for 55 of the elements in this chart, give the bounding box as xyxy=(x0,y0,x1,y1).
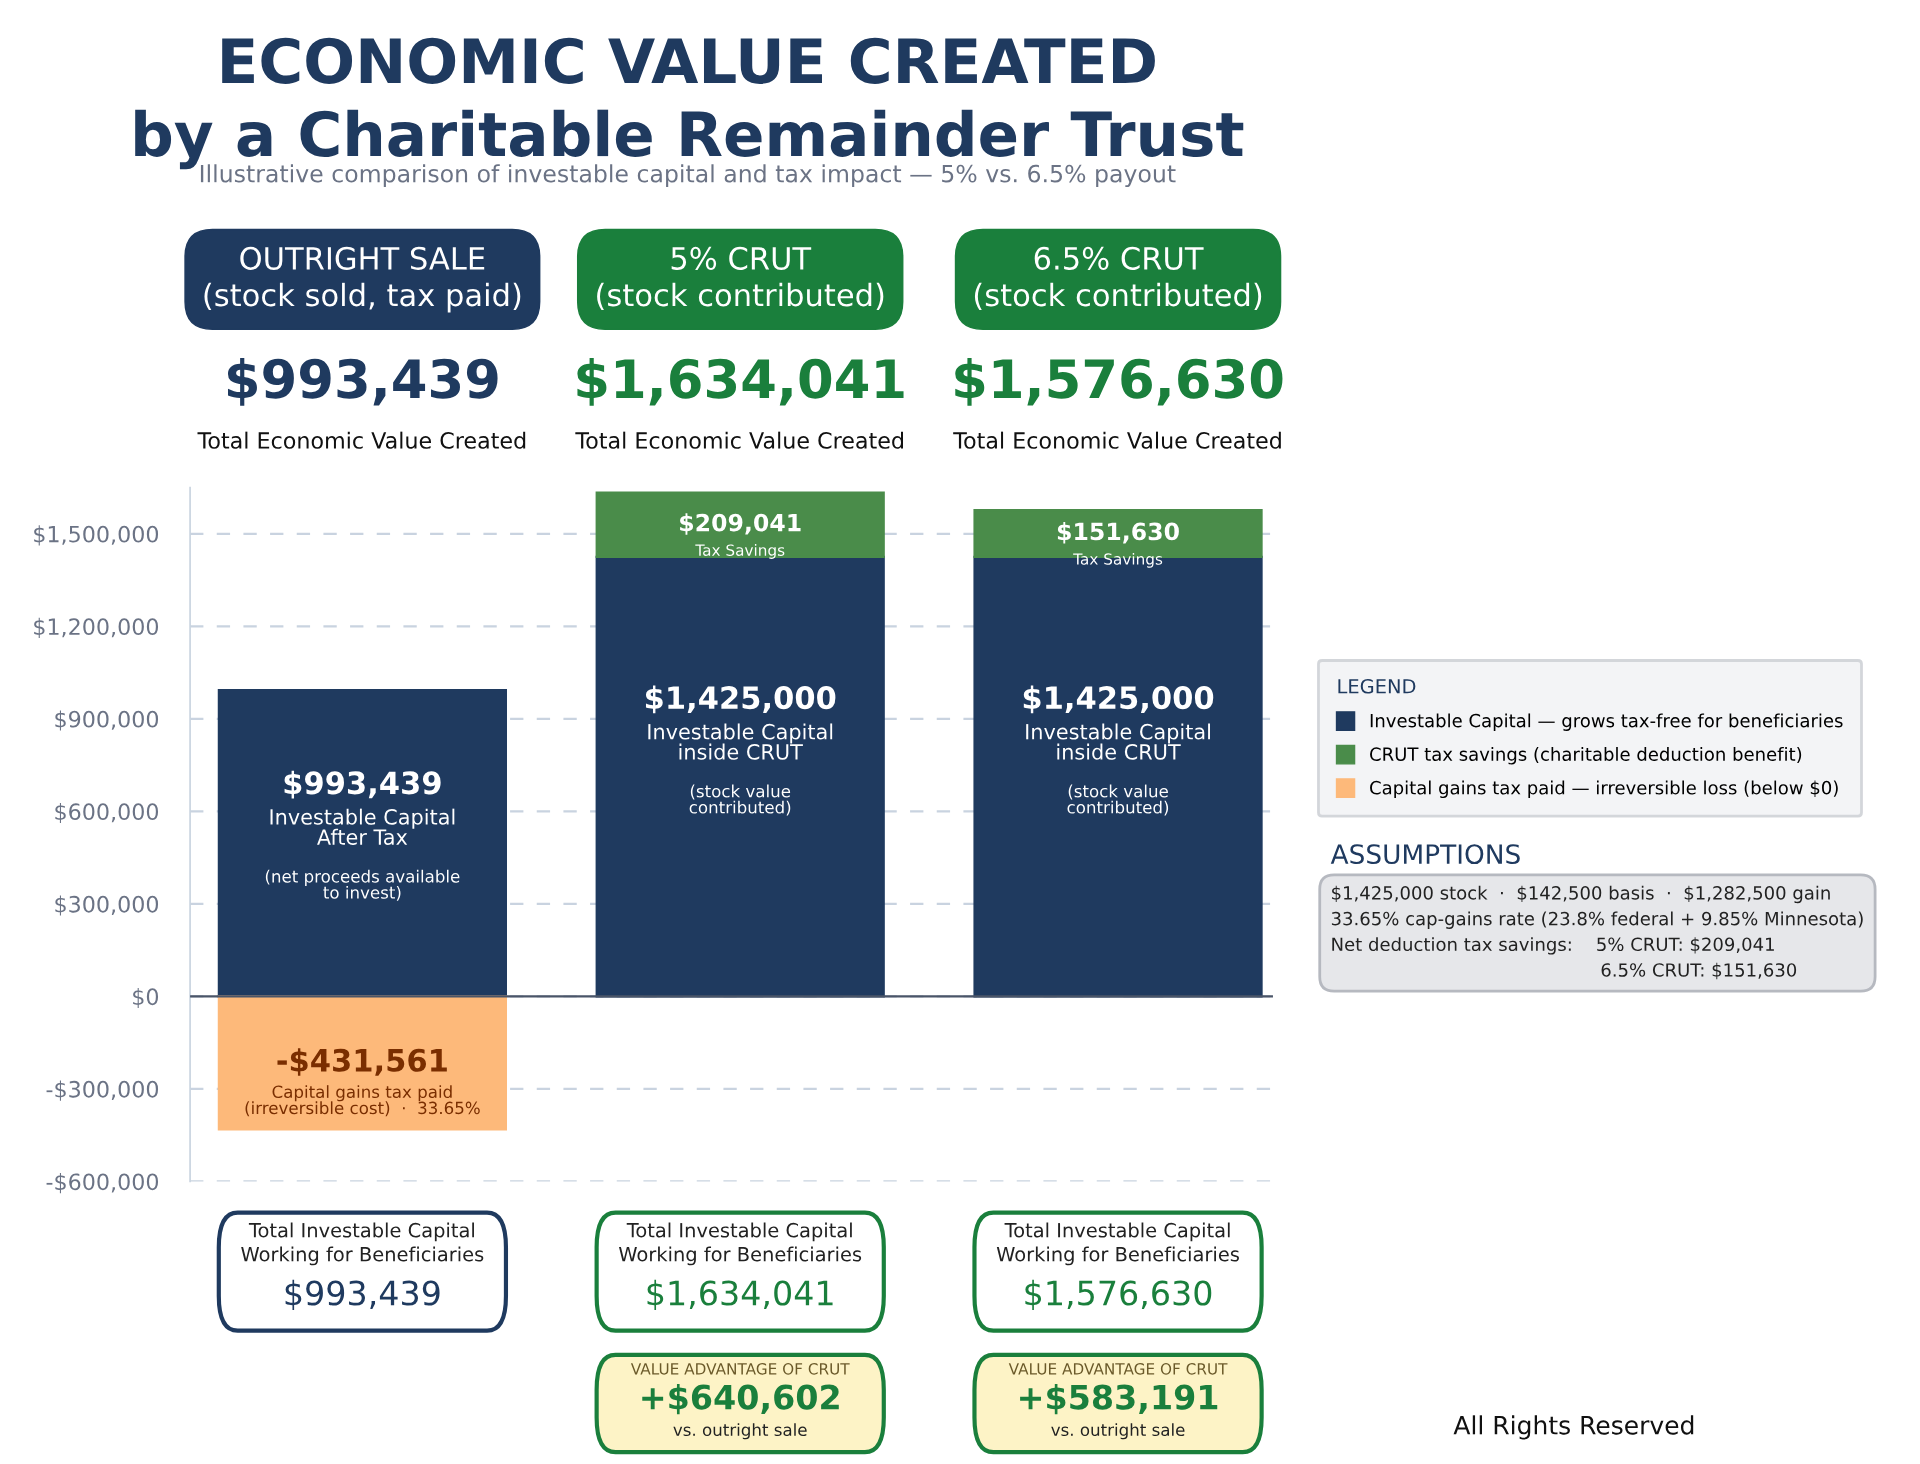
text: $1,576,630 xyxy=(955,357,1283,406)
text: Total Investable Capital Working for Beneficiaries xyxy=(996,1222,1239,1266)
text: Total Investable Capital Working for Beneficiaries xyxy=(241,1222,484,1266)
legend-label: Capital gains tax paid — irreversible loss (below $0) xyxy=(1370,780,1838,799)
text: (stock value contributed) xyxy=(1067,784,1169,816)
y-tick-label: $600,000 xyxy=(55,802,159,824)
text: +$640,602 xyxy=(642,1383,839,1415)
x-tick-label: 6.5% CRUT (stock contributed) xyxy=(974,246,1262,311)
annotation: (net proceeds available to invest) xyxy=(265,869,460,901)
text: Investable Capital inside CRUT xyxy=(1026,723,1210,760)
data-label: $209,041 xyxy=(680,513,801,535)
text: $1,425,000 stock · $142,500 basis · $1,282,500 gain 33.65% cap-gains rate (23.8% federal + 9.85% Minnesota) Net deduction tax savings: 5% CRUT: $209,041 6.5% CRUT: $151,630 xyxy=(1331,885,1863,980)
text: $1,576,630 xyxy=(1025,1279,1212,1311)
text: Total Investable Capital Working for Beneficiaries xyxy=(618,1222,862,1266)
annotation: Investable Capital After Tax xyxy=(270,808,455,845)
x-tick-label: 5% CRUT (stock contributed) xyxy=(597,246,884,311)
data-label: $1,425,000 xyxy=(645,685,836,714)
data-label: $993,439 xyxy=(284,770,441,799)
text: +$583,191 xyxy=(1020,1383,1218,1415)
text: All Rights Reserved xyxy=(1453,1415,1694,1440)
text: $993,439 xyxy=(227,357,498,406)
text: $1,634,041 xyxy=(647,1279,833,1311)
bar xyxy=(973,555,1263,998)
bar xyxy=(217,688,507,998)
bar xyxy=(217,995,507,1131)
annotation: Tax Savings xyxy=(695,544,785,559)
data-label: $151,630 xyxy=(1057,522,1179,544)
text: VALUE ADVANTAGE OF CRUT xyxy=(1008,1363,1228,1375)
y-tick-label: $300,000 xyxy=(55,895,159,916)
text: Total Economic Value Created xyxy=(953,431,1281,449)
text: vs. outright sale xyxy=(673,1423,807,1440)
text: Total Economic Value Created xyxy=(197,431,526,449)
text: $993,439 xyxy=(285,1279,440,1311)
y-tick-label: $1,200,000 xyxy=(34,617,159,639)
y-tick-label: $0 xyxy=(133,987,159,1009)
y-tick-label: $1,500,000 xyxy=(34,525,159,546)
text: VALUE ADVANTAGE OF CRUT xyxy=(630,1363,850,1375)
text: vs. outright sale xyxy=(1051,1423,1185,1440)
data-label: $1,425,000 xyxy=(1023,685,1214,714)
bar xyxy=(595,491,885,558)
text: Tax Savings xyxy=(1073,552,1163,568)
y-tick-label: -$300,000 xyxy=(46,1080,159,1101)
legend-label: CRUT tax savings (charitable deduction benefit) xyxy=(1370,747,1802,765)
legend-title: LEGEND xyxy=(1338,678,1416,694)
text: $1,634,041 xyxy=(577,357,904,406)
text: ASSUMPTIONS xyxy=(1330,844,1520,865)
annotation: Capital gains tax paid (irreversible cost) · 33.65% xyxy=(245,1085,480,1117)
y-tick-label: $900,000 xyxy=(55,710,159,731)
text: Total Economic Value Created xyxy=(575,431,903,449)
x-tick-label: OUTRIGHT SALE (stock sold, tax paid) xyxy=(204,246,521,313)
legend-label: Investable Capital — grows tax-free for beneficiaries xyxy=(1370,713,1843,731)
annotation: Investable Capital inside CRUT xyxy=(648,723,833,760)
y-tick-label: -$600,000 xyxy=(46,1173,159,1194)
annotation: (stock value contributed) xyxy=(689,784,791,816)
data-label: -$431,561 xyxy=(277,1048,447,1076)
